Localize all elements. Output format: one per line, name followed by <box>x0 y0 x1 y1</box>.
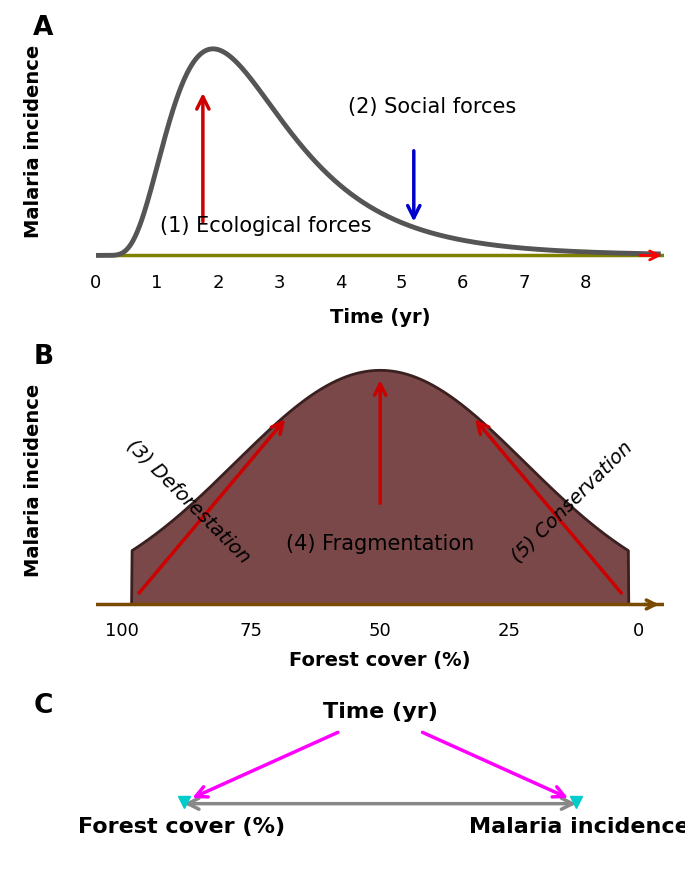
Text: Malaria incidence: Malaria incidence <box>24 46 43 239</box>
Text: Malaria incidence: Malaria incidence <box>469 817 685 837</box>
Text: 6: 6 <box>457 274 469 292</box>
Text: (2) Social forces: (2) Social forces <box>348 97 516 117</box>
Text: 8: 8 <box>580 274 590 292</box>
Text: Forest cover (%): Forest cover (%) <box>77 817 285 837</box>
Text: A: A <box>34 15 53 41</box>
Text: B: B <box>34 344 53 370</box>
Text: 4: 4 <box>335 274 346 292</box>
Text: (3) Deforestation: (3) Deforestation <box>123 435 255 567</box>
Text: Forest cover (%): Forest cover (%) <box>290 651 471 670</box>
Text: 100: 100 <box>105 622 138 640</box>
Text: (5) Conservation: (5) Conservation <box>507 437 636 566</box>
Text: 5: 5 <box>396 274 408 292</box>
Text: (4) Fragmentation: (4) Fragmentation <box>286 534 474 553</box>
Text: 0: 0 <box>633 622 644 640</box>
Text: 50: 50 <box>369 622 392 640</box>
Text: (1) Ecological forces: (1) Ecological forces <box>160 216 371 237</box>
Text: 25: 25 <box>498 622 521 640</box>
Text: 3: 3 <box>273 274 285 292</box>
Text: 0: 0 <box>90 274 101 292</box>
Text: 75: 75 <box>240 622 262 640</box>
Text: Malaria incidence: Malaria incidence <box>24 384 43 577</box>
Text: 1: 1 <box>151 274 163 292</box>
Text: Time (yr): Time (yr) <box>330 308 430 327</box>
Text: Time (yr): Time (yr) <box>323 702 438 722</box>
Text: 2: 2 <box>212 274 224 292</box>
Text: 7: 7 <box>518 274 530 292</box>
Text: C: C <box>34 693 53 719</box>
